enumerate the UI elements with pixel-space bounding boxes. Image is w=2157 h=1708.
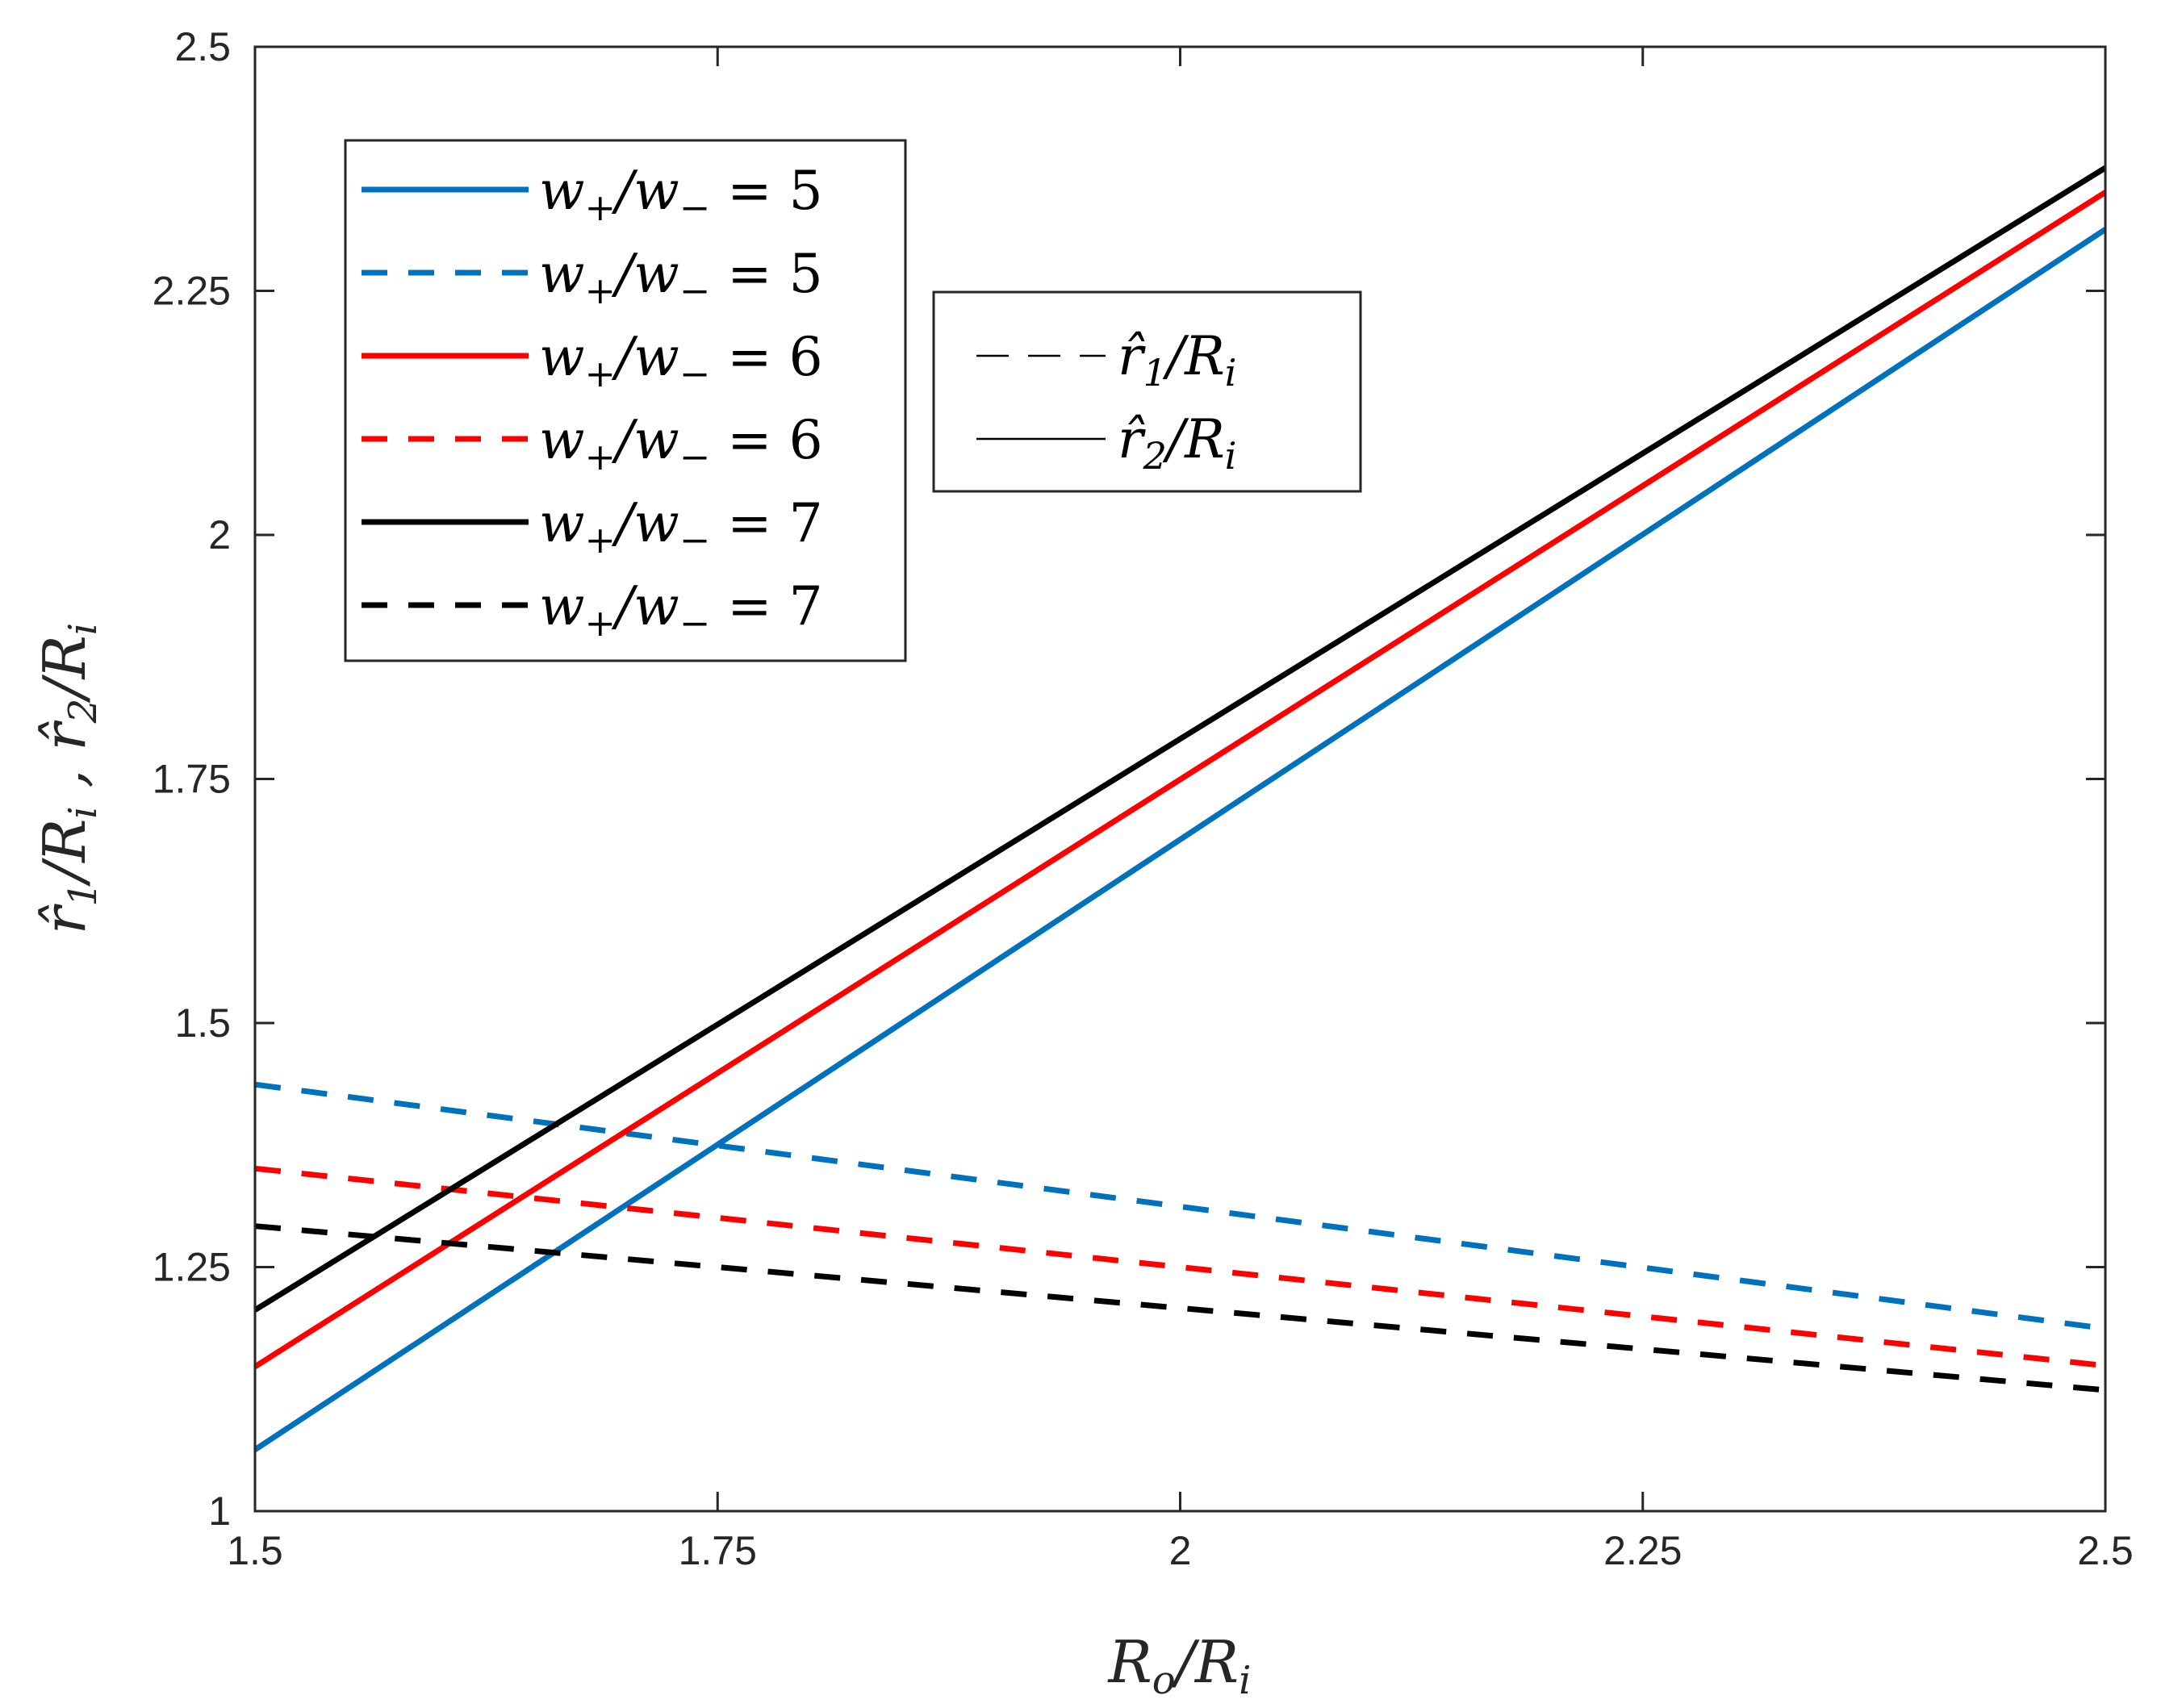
y-tick-labels: 1 1.25 1.5 1.75 2 2.25 2.5 xyxy=(153,24,231,1534)
x-tick-label: 1.5 xyxy=(227,1528,283,1573)
ticks-layer xyxy=(253,45,2107,1513)
legend-secondary-entry-r2: r̂2/Ri xyxy=(976,408,1237,478)
series-line-0-solid xyxy=(253,227,2107,1452)
legend-secondary-box xyxy=(932,290,1362,493)
series-line-4-solid xyxy=(253,165,2107,1313)
x-tick-labels: 1.5 1.75 2 2.25 2.5 xyxy=(227,1528,2134,1573)
x-axis-title: Ro/Ri xyxy=(1107,1628,1252,1703)
series-line-2-solid xyxy=(253,190,2107,1369)
legend-primary: w+/w− = 5w+/w− = 5w+/w− = 6w+/w− = 6w+/w… xyxy=(344,139,907,662)
x-tick-label: 2.25 xyxy=(1603,1528,1682,1573)
y-tick-label: 1 xyxy=(208,1489,231,1534)
x-tick-label: 1.75 xyxy=(679,1528,757,1573)
y-tick-label: 2 xyxy=(208,512,231,558)
legend-secondary: r̂1/Ri r̂2/Ri xyxy=(932,290,1362,493)
legend-secondary-entry-r1: r̂1/Ri xyxy=(976,325,1237,395)
y-tick-label: 1.5 xyxy=(174,1000,231,1046)
y-tick-label: 2.25 xyxy=(153,269,231,314)
series-line-3-dashed xyxy=(254,1165,2106,1369)
y-tick-label: 1.25 xyxy=(153,1245,231,1290)
y-axis-title: r̂1/Ri , r̂2/Ri xyxy=(31,623,106,934)
x-tick-label: 2.5 xyxy=(2077,1528,2134,1573)
series-line-1-dashed xyxy=(254,1081,2106,1332)
y-tick-label: 2.5 xyxy=(174,24,231,69)
series-layer xyxy=(253,165,2107,1452)
legend-primary-box xyxy=(344,139,907,662)
x-tick-label: 2 xyxy=(1169,1528,1192,1573)
series-line-5-dashed xyxy=(254,1223,2106,1393)
legend-secondary-label-r2: r̂2/Ri xyxy=(1118,408,1237,478)
y-tick-label: 1.75 xyxy=(153,757,231,802)
legend-secondary-label-r1: r̂1/Ri xyxy=(1118,325,1237,395)
